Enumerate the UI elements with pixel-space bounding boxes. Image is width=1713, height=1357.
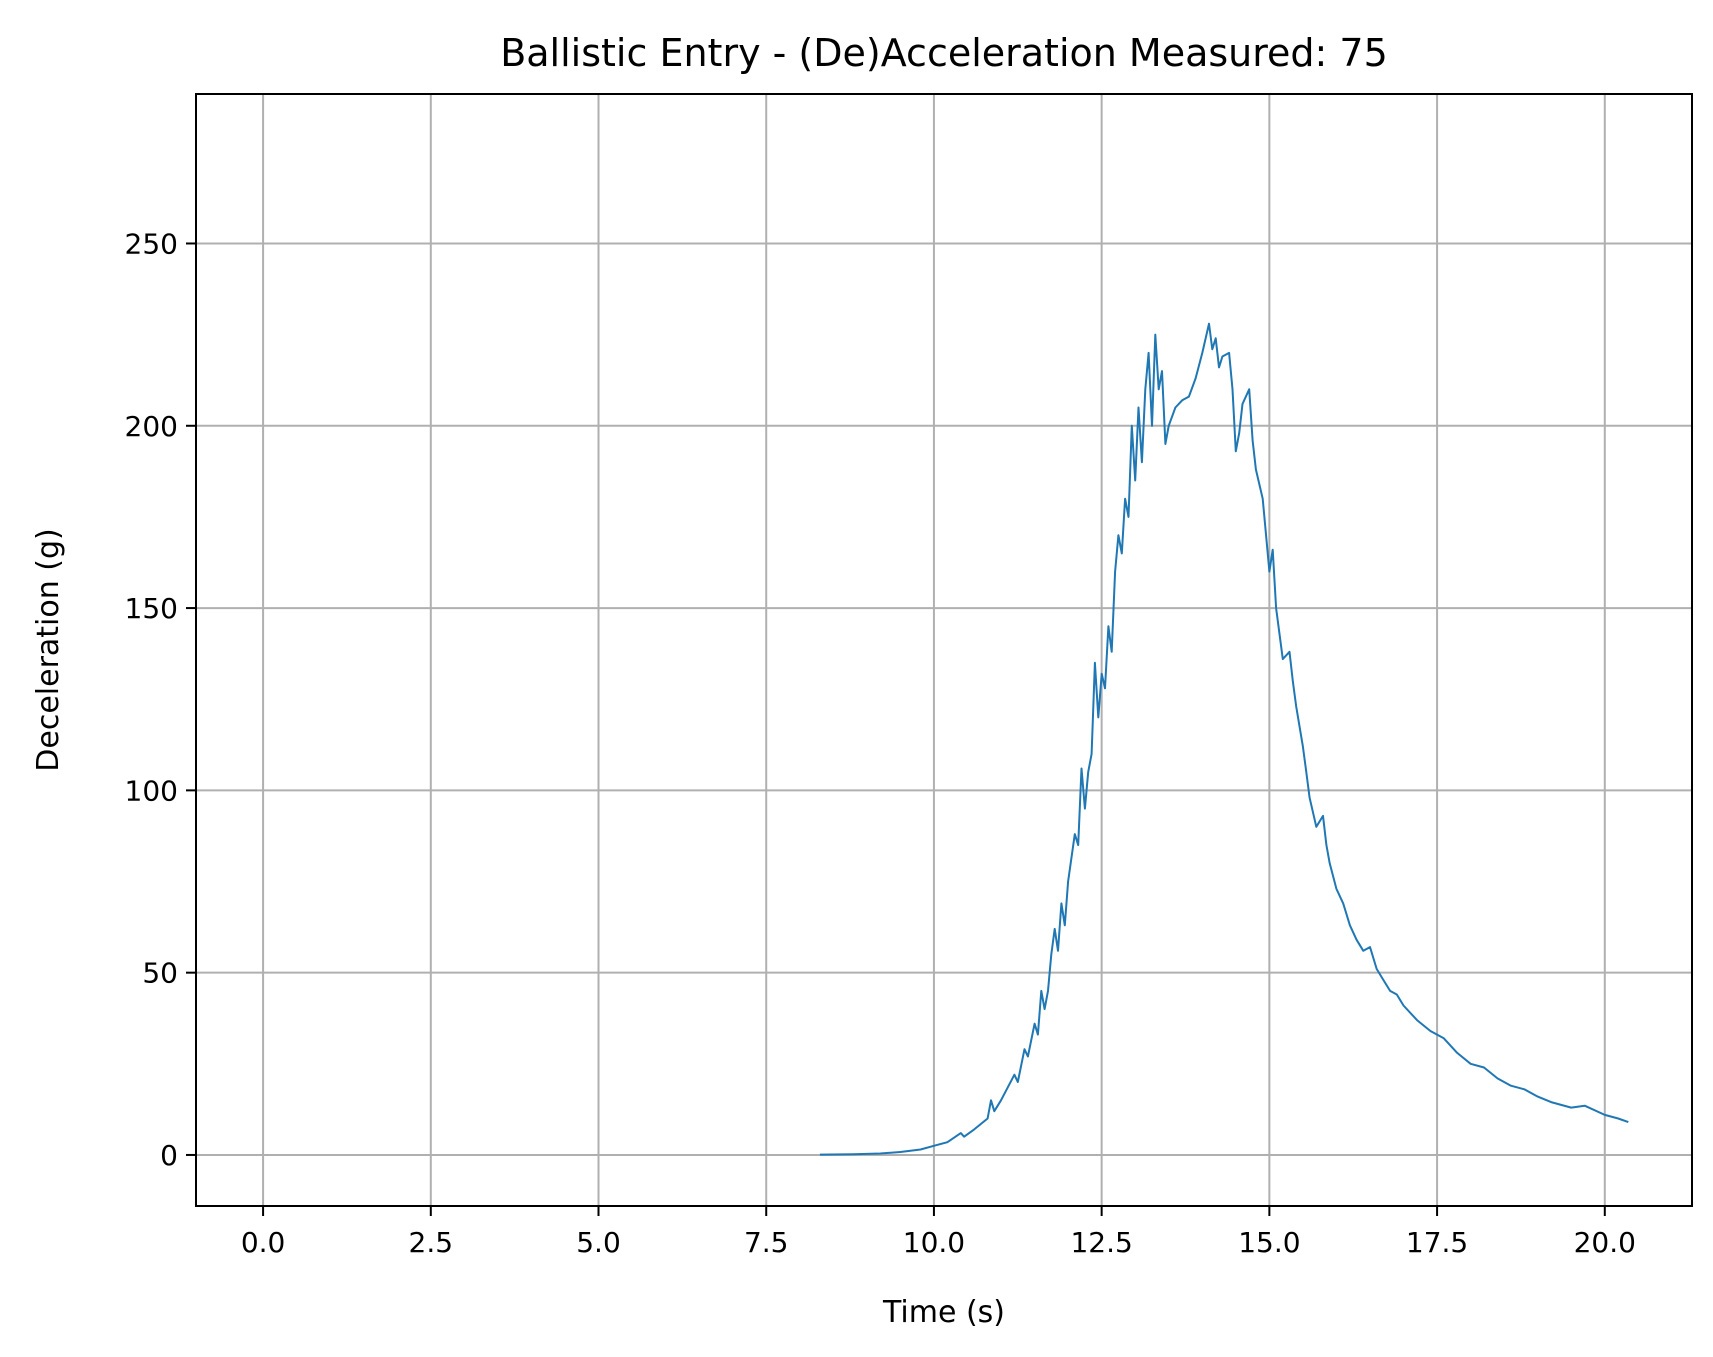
chart-title: Ballistic Entry - (De)Acceleration Measu… (500, 31, 1388, 75)
x-tick-label: 10.0 (903, 1226, 965, 1259)
x-tick-label: 5.0 (576, 1226, 621, 1259)
x-tick-label: 20.0 (1574, 1226, 1636, 1259)
x-tick-label: 0.0 (241, 1226, 286, 1259)
y-axis-label: Deceleration (g) (31, 528, 66, 771)
y-tick-label: 250 (125, 227, 178, 260)
y-tick-label: 100 (125, 774, 178, 807)
y-axis: 0 50 100 150 200 250 (125, 227, 196, 1172)
series-layer (819, 322, 1629, 1156)
grid (196, 94, 1692, 1206)
series-line (819, 322, 1629, 1156)
y-tick-label: 0 (160, 1139, 178, 1172)
x-tick-label: 15.0 (1238, 1226, 1300, 1259)
x-tick-label: 2.5 (409, 1226, 454, 1259)
x-tick-label: 7.5 (744, 1226, 789, 1259)
x-axis: 0.0 2.5 5.0 7.5 10.0 12.5 15.0 17.5 20.0 (241, 1206, 1636, 1259)
x-tick-label: 12.5 (1070, 1226, 1132, 1259)
y-tick-label: 50 (142, 957, 178, 990)
y-tick-label: 150 (125, 592, 178, 625)
x-tick-label: 17.5 (1406, 1226, 1468, 1259)
y-tick-label: 200 (125, 410, 178, 443)
x-axis-label: Time (s) (882, 1295, 1005, 1330)
plot-frame (195, 93, 1693, 1207)
